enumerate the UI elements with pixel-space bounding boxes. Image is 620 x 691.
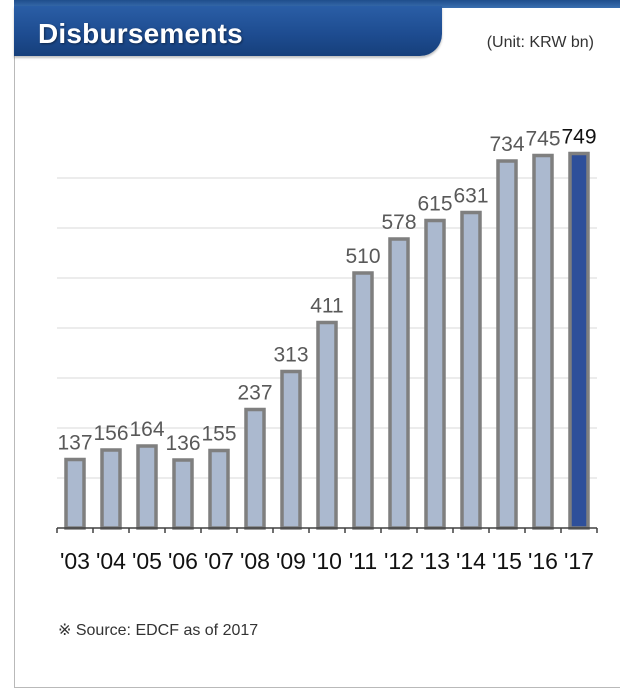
unit-label: (Unit: KRW bn) [486,34,594,51]
category-label: '14 [456,548,486,574]
category-label: '12 [384,548,414,574]
category-label: '05 [132,548,162,574]
category-label: '08 [240,548,270,574]
bar [568,151,590,530]
value-label: 749 [561,126,596,149]
category-label: '07 [204,548,234,574]
value-label: 313 [273,344,308,367]
category-label: '17 [564,548,594,574]
category-label: '11 [349,548,377,574]
category-label: '16 [528,548,558,574]
value-label: 137 [57,432,92,455]
bar [136,444,158,530]
bar [388,237,410,530]
value-label: 156 [93,422,128,445]
source-note: ※ Source: EDCF as of 2017 [58,622,259,639]
value-label: 155 [201,423,236,446]
category-label: '04 [96,548,126,574]
bar [172,458,194,530]
category-label: '09 [276,548,306,574]
bar [352,271,374,530]
value-label: 578 [381,211,416,234]
bar [424,218,446,530]
value-label: 411 [310,295,343,318]
top-rule [14,0,620,8]
bar [280,369,302,530]
category-label: '10 [312,548,342,574]
category-label: '03 [60,548,90,574]
category-label: '15 [492,548,522,574]
bar [208,448,230,530]
chart-frame [14,0,620,688]
bar [496,159,518,530]
bar [316,320,338,530]
title-banner: Disbursements [14,6,442,56]
value-label: 631 [453,185,488,208]
category-label: '06 [168,548,198,574]
value-label: 510 [345,245,380,268]
value-label: 164 [129,418,164,441]
value-label: 136 [165,432,200,455]
bar [460,210,482,530]
value-label: 745 [525,128,560,151]
bar [100,448,122,530]
chart-title: Disbursements [38,18,243,49]
bar [244,407,266,530]
value-label: 734 [489,133,524,156]
bar [532,153,554,530]
value-label: 237 [237,382,272,405]
bar [64,457,86,530]
category-label: '13 [420,548,450,574]
value-label: 615 [417,193,452,216]
